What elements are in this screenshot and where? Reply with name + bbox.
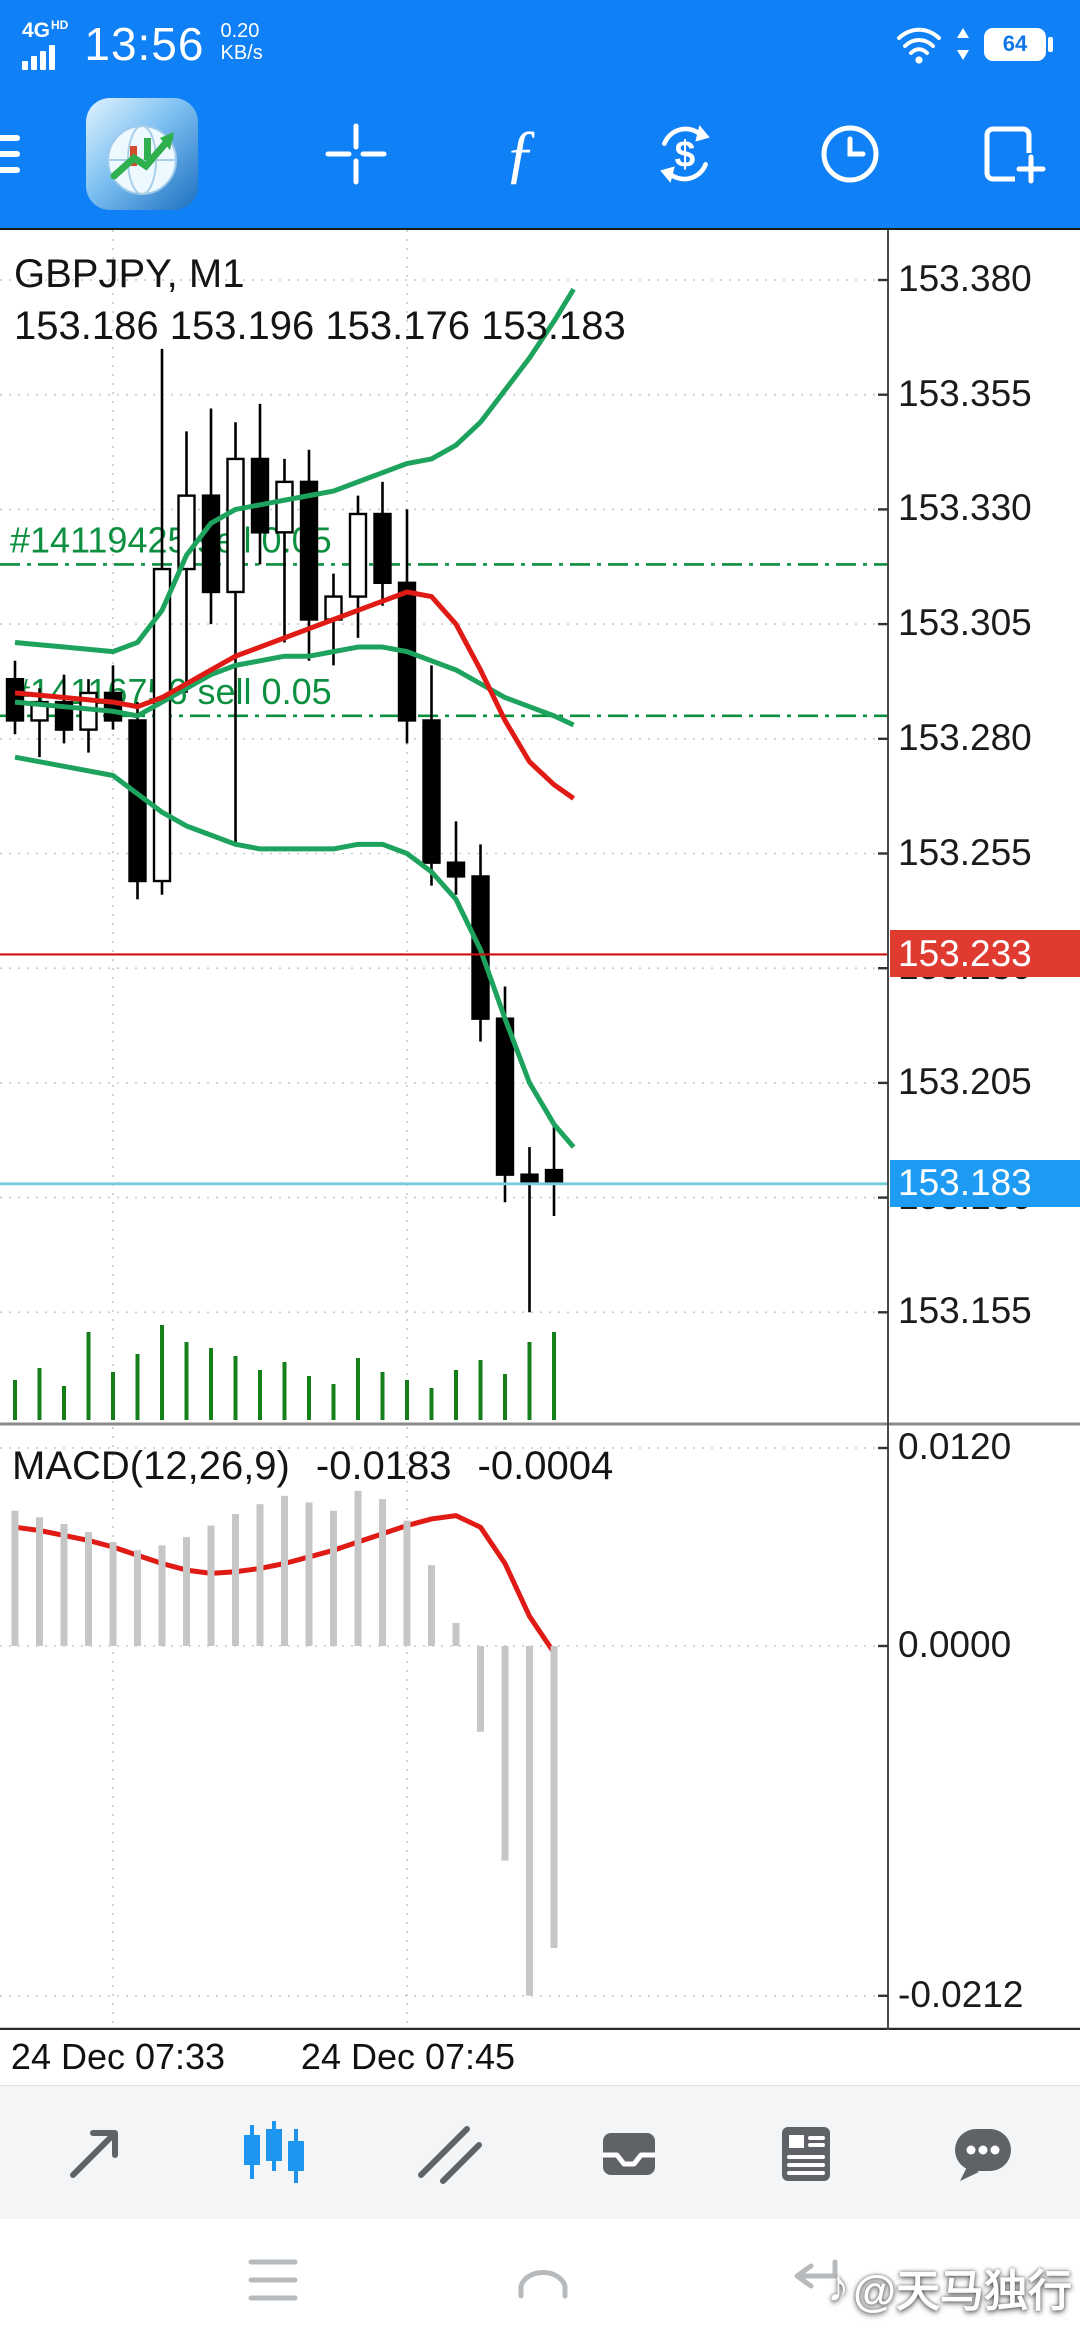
svg-text:$: $ (675, 132, 696, 174)
stop-price-badge: 153.233 (890, 930, 1080, 978)
signal-strength-icon (22, 44, 55, 70)
speed-unit: KB/s (220, 42, 263, 64)
network-speed: 0.20 KB/s (220, 21, 262, 64)
nav-menu-icon (248, 2259, 298, 2300)
chart-frame (0, 230, 1080, 2030)
status-bar: 4GHD 13:56 0.20 KB/s 64 (0, 0, 1080, 80)
new-order-button[interactable] (964, 104, 1064, 204)
price-tick-label: 153.330 (898, 487, 1032, 529)
metatrader-logo-icon (86, 98, 198, 210)
clock-time: 13:56 (84, 18, 205, 70)
nav-back-icon (794, 2259, 838, 2288)
clock-icon (821, 125, 878, 183)
tab-messages[interactable] (918, 2098, 1048, 2208)
price-levels (0, 953, 888, 1186)
menu-icon[interactable] (0, 135, 20, 173)
time-axis-label: 24 Dec 07:45 (300, 2036, 516, 2077)
chart-symbol-title: GBPJPY, M1 (14, 252, 245, 296)
chart-gridlines (0, 230, 888, 2030)
chart-area[interactable]: #14119425 sell 0.05 #14116756 sell 0.05 G… (0, 228, 1080, 2085)
watermark-text: @天马独行 (853, 2267, 1072, 2316)
android-nav-bar: ♪ @天马独行 (0, 2219, 1080, 2340)
network-type-label: 4GHD (22, 17, 69, 42)
tab-charts[interactable] (209, 2098, 339, 2208)
price-tick-label: -0.0212 (898, 1973, 1024, 2015)
price-tick-label: 153.155 (898, 1290, 1032, 1332)
tab-trade[interactable] (386, 2098, 516, 2208)
indicators-button[interactable]: ƒ (471, 104, 571, 204)
price-tick-label: 153.355 (898, 372, 1032, 414)
nav-back-button[interactable] (768, 2235, 858, 2325)
crosshair-button[interactable] (306, 104, 406, 204)
macd-signal-value: -0.0004 (477, 1444, 614, 1488)
tab-news[interactable] (741, 2098, 871, 2208)
tab-quotes[interactable] (32, 2098, 162, 2208)
nav-home-button[interactable] (498, 2235, 588, 2325)
cell-network-indicator: 4GHD (22, 19, 68, 70)
candlestick-chart-icon (243, 2120, 304, 2183)
macd-indicator-label: MACD(12,26,9) -0.0183 -0.0004 (12, 1444, 613, 1489)
macd-pane (11, 1490, 558, 1996)
macd-name: MACD(12,26,9) (12, 1444, 290, 1488)
nav-menu-button[interactable] (228, 2235, 318, 2325)
speed-value: 0.20 (220, 20, 260, 43)
music-note-icon: ♪ (827, 2262, 850, 2311)
trend-lines-icon (418, 2125, 483, 2184)
new-order-icon (984, 126, 1047, 185)
price-tick-label: 153.305 (898, 602, 1032, 644)
watermark: ♪ @天马独行 (827, 2255, 1072, 2319)
volume-bars (13, 1325, 556, 1420)
bottom-toolbar (0, 2085, 1080, 2219)
price-tick-label: 0.0000 (898, 1624, 1012, 1665)
candlesticks (5, 348, 564, 1313)
currency-exchange-icon: $ (660, 125, 710, 183)
current-price-badge: 153.183 (890, 1159, 1080, 1207)
price-chart[interactable]: #14119425 sell 0.05#14116756 sell 0.05 (0, 230, 1080, 2030)
price-tick-label: 153.255 (898, 831, 1032, 873)
macd-main-value: -0.0183 (315, 1444, 452, 1488)
chat-bubble-icon (955, 2128, 1012, 2181)
wifi-traffic-arrows-icon (957, 28, 969, 60)
trade-button[interactable]: $ (635, 104, 735, 204)
history-button[interactable] (800, 104, 900, 204)
app-logo[interactable] (86, 98, 198, 210)
function-f-icon: ƒ (504, 117, 537, 190)
price-axis: 153.233 153.183 153.380 153.355 153.330 153… (890, 230, 1080, 2030)
newspaper-icon (781, 2126, 830, 2181)
crosshair-icon (325, 123, 387, 185)
wifi-icon (897, 27, 941, 64)
nav-home-icon (518, 2269, 568, 2298)
battery-percent: 64 (1002, 31, 1028, 56)
chart-ohlc-values: 153.186 153.196 153.176 153.183 (14, 304, 626, 348)
trend-arrow-icon (69, 2129, 118, 2178)
position-lines: #14119425 sell 0.05#14116756 sell 0.05 (0, 519, 888, 718)
indicator-lines (14, 287, 576, 1654)
toolbar-actions: ƒ $ (306, 80, 1064, 228)
price-tick-label: 153.280 (898, 716, 1032, 758)
battery-indicator: 64 (984, 27, 1053, 61)
app-toolbar: ƒ $ (0, 80, 1080, 228)
price-tick-label: 153.205 (898, 1060, 1032, 1102)
price-tick-label: 0.0120 (898, 1426, 1012, 1467)
time-axis-label: 24 Dec 07:33 (10, 2036, 226, 2077)
price-tick-label: 153.380 (898, 258, 1032, 299)
tab-history[interactable] (564, 2098, 694, 2208)
inbox-tray-icon (602, 2132, 655, 2175)
